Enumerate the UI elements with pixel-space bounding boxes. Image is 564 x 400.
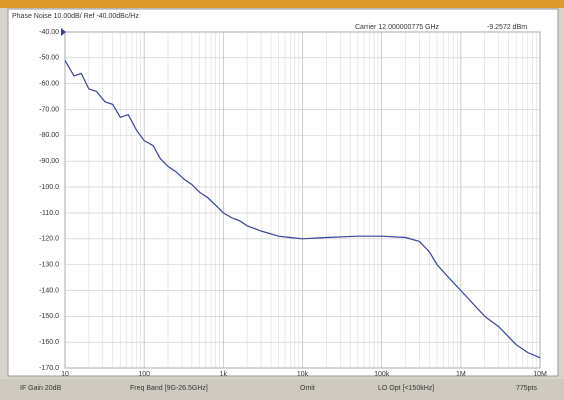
reference-marker (61, 28, 66, 36)
y-tick-label: -160.0 (39, 339, 59, 346)
y-tick-label: -40.00 (39, 29, 59, 36)
status-item: IF Gain 20dB (20, 385, 62, 392)
status-item: 775pts (516, 385, 538, 392)
title-bar (0, 0, 564, 8)
x-tick-label: 10 (61, 371, 69, 378)
x-tick-label: 10k (297, 371, 309, 378)
y-tick-label: -90.00 (39, 158, 59, 165)
x-tick-label: 100k (374, 371, 390, 378)
x-tick-label: 10M (533, 371, 547, 378)
trace-line (64, 60, 541, 359)
x-tick-label: 1k (220, 371, 228, 378)
y-tick-label: -170.0 (39, 365, 59, 372)
status-bar (0, 379, 564, 400)
marker-power: -9.2572 dBm (487, 24, 527, 31)
y-tick-label: -80.00 (39, 132, 59, 139)
y-tick-label: -120.0 (39, 236, 59, 243)
x-tick-label: 100 (138, 371, 150, 378)
status-item: Freq Band [9G-26.5GHz] (130, 385, 208, 392)
trace-label: Phase Noise 10.00dB/ Ref -40.00dBc/Hz (12, 13, 139, 20)
x-tick-label: 1M (456, 371, 466, 378)
y-tick-label: -70.00 (39, 106, 59, 113)
marker-frequency: Carrier 12.000000775 GHz (355, 24, 440, 31)
y-tick-label: -110.0 (40, 210, 59, 217)
y-tick-label: -50.00 (39, 55, 59, 62)
y-tick-label: -60.00 (39, 81, 59, 88)
y-tick-label: -100.0 (39, 184, 59, 191)
y-tick-label: -140.0 (39, 287, 59, 294)
y-tick-label: -150.0 (39, 313, 59, 320)
status-item: Omit (300, 385, 315, 392)
status-item: LO Opt [<150kHz] (378, 385, 434, 392)
y-tick-label: -130.0 (39, 261, 59, 268)
